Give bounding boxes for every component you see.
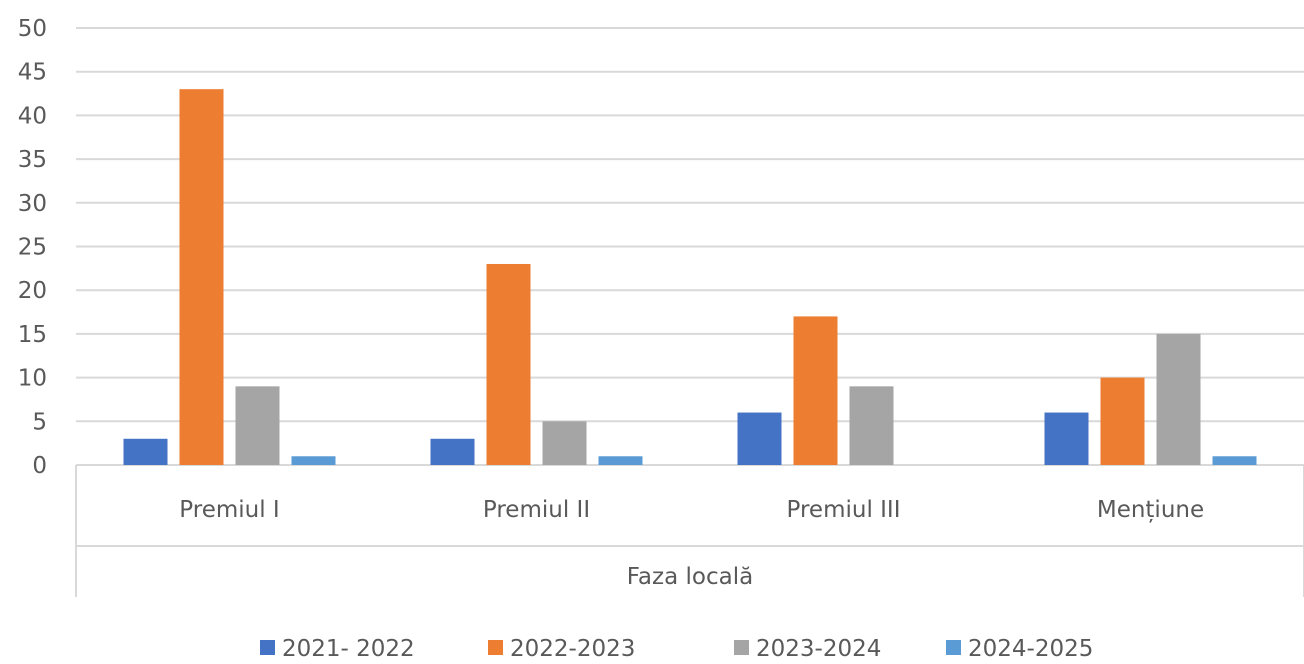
bar — [793, 316, 838, 465]
bar — [542, 421, 587, 465]
legend-label: 2024-2025 — [968, 636, 1093, 662]
legend-swatch — [734, 640, 749, 655]
legend: 2021- 2022 2022-2023 2023-2024 2024-2025 — [260, 636, 1093, 662]
bars — [123, 89, 1257, 466]
bar — [1044, 412, 1089, 465]
category-label: Premiul II — [483, 497, 590, 523]
y-tick-label: 10 — [18, 366, 47, 392]
bar — [849, 386, 894, 465]
y-tick-label: 30 — [18, 191, 47, 217]
bar — [1100, 377, 1145, 465]
gridlines — [76, 27, 1304, 466]
category-label: Premiul I — [179, 497, 279, 523]
bar — [598, 456, 643, 465]
y-tick-label: 35 — [18, 147, 47, 173]
y-tick-label: 5 — [32, 409, 47, 435]
bar — [430, 438, 475, 465]
bar — [179, 89, 224, 466]
legend-swatch — [946, 640, 961, 655]
bar — [235, 386, 280, 465]
bar — [291, 456, 336, 465]
legend-swatch — [260, 640, 275, 655]
category-labels: Premiul I Premiul II Premiul III Mențiune — [179, 497, 1204, 523]
category-axis-frame — [75, 465, 1304, 597]
legend-label: 2021- 2022 — [282, 636, 415, 662]
category-label: Mențiune — [1097, 497, 1204, 523]
category-label: Premiul III — [787, 497, 901, 523]
legend-label: 2023-2024 — [756, 636, 881, 662]
legend-swatch — [488, 640, 503, 655]
bar — [1156, 333, 1201, 465]
y-axis-ticks: 0 5 10 15 20 25 30 35 40 45 50 — [18, 16, 47, 479]
y-tick-label: 50 — [18, 16, 47, 42]
bar — [123, 438, 168, 465]
y-tick-label: 20 — [18, 278, 47, 304]
legend-label: 2022-2023 — [510, 636, 635, 662]
y-tick-label: 15 — [18, 322, 47, 348]
group-label: Faza locală — [627, 564, 753, 590]
y-tick-label: 45 — [18, 60, 47, 86]
bar — [486, 263, 531, 465]
y-tick-label: 25 — [18, 235, 47, 261]
bar — [737, 412, 782, 465]
y-tick-label: 40 — [18, 103, 47, 129]
y-tick-label: 0 — [32, 453, 47, 479]
bar — [1212, 456, 1257, 465]
